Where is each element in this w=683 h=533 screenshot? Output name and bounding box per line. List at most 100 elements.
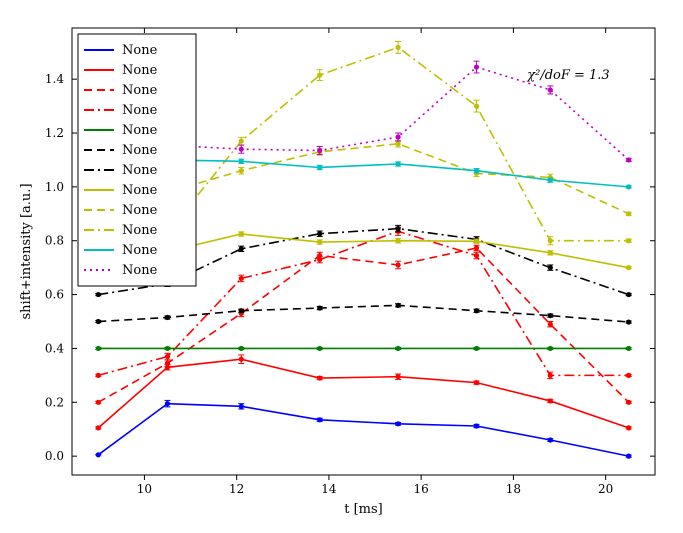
legend-label: None — [122, 263, 158, 278]
legend-label: None — [122, 83, 158, 98]
data-point — [395, 134, 400, 139]
data-point — [96, 400, 101, 405]
data-point — [317, 346, 322, 351]
data-point — [548, 313, 553, 318]
data-point — [474, 423, 479, 428]
data-point — [548, 437, 553, 442]
x-tick-label: 10 — [137, 482, 152, 496]
data-point — [96, 425, 101, 430]
data-point — [626, 211, 631, 216]
data-point — [239, 404, 244, 409]
data-point — [474, 380, 479, 385]
data-point — [317, 257, 322, 262]
data-point — [626, 238, 631, 243]
data-point — [548, 238, 553, 243]
data-point — [548, 373, 553, 378]
data-point — [317, 231, 322, 236]
data-point — [626, 400, 631, 405]
data-point — [239, 246, 244, 251]
legend-label: None — [122, 63, 158, 78]
x-tick-label: 12 — [229, 482, 244, 496]
data-point — [239, 138, 244, 143]
data-point — [317, 417, 322, 422]
data-point — [239, 159, 244, 164]
data-point — [165, 401, 170, 406]
data-point — [626, 157, 631, 162]
data-point — [96, 373, 101, 378]
y-tick-label: 1.0 — [45, 180, 64, 194]
data-point — [474, 239, 479, 244]
series — [95, 355, 631, 431]
data-point — [395, 226, 400, 231]
data-point — [165, 315, 170, 320]
y-tick-label: 0.6 — [45, 288, 64, 302]
y-tick-label: 1.2 — [45, 126, 64, 140]
data-point — [317, 165, 322, 170]
data-point — [165, 354, 170, 359]
legend-label: None — [122, 163, 158, 178]
data-point — [239, 276, 244, 281]
x-tick-label: 20 — [598, 482, 613, 496]
data-point — [474, 168, 479, 173]
data-point — [626, 346, 631, 351]
chart-svg: 1012141618200.00.20.40.60.81.01.21.4t [m… — [0, 0, 683, 533]
data-point — [395, 141, 400, 146]
data-point — [548, 178, 553, 183]
data-point — [548, 87, 553, 92]
data-point — [626, 265, 631, 270]
legend-label: None — [122, 103, 158, 118]
legend-label: None — [122, 223, 158, 238]
legend-label: None — [122, 203, 158, 218]
y-axis-label: shift+intensity [a.u.] — [19, 183, 34, 319]
data-point — [395, 262, 400, 267]
data-point — [165, 346, 170, 351]
data-point — [474, 245, 479, 250]
data-point — [165, 361, 170, 366]
data-point — [317, 148, 322, 153]
chi2-annotation: χ²/doF = 1.3 — [526, 68, 609, 83]
data-point — [626, 425, 631, 430]
data-point — [626, 319, 631, 324]
data-point — [548, 322, 553, 327]
data-point — [395, 45, 400, 50]
data-point — [395, 303, 400, 308]
y-tick-label: 1.4 — [45, 72, 64, 86]
data-point — [317, 73, 322, 78]
data-point — [239, 346, 244, 351]
x-axis-label: t [ms] — [344, 502, 383, 517]
x-tick-label: 16 — [414, 482, 429, 496]
data-point — [474, 64, 479, 69]
data-point — [395, 238, 400, 243]
data-point — [239, 231, 244, 236]
data-point — [239, 357, 244, 362]
data-point — [96, 319, 101, 324]
data-point — [548, 346, 553, 351]
legend-label: None — [122, 183, 158, 198]
data-point — [239, 308, 244, 313]
data-point — [626, 454, 631, 459]
data-point — [395, 374, 400, 379]
data-point — [239, 147, 244, 152]
data-point — [626, 292, 631, 297]
y-tick-label: 0.2 — [45, 395, 64, 409]
legend-label: None — [122, 143, 158, 158]
data-point — [96, 292, 101, 297]
data-point — [548, 398, 553, 403]
data-point — [395, 161, 400, 166]
y-tick-label: 0.8 — [45, 234, 64, 248]
legend-label: None — [122, 123, 158, 138]
data-point — [474, 103, 479, 108]
data-point — [96, 346, 101, 351]
x-tick-label: 18 — [506, 482, 521, 496]
data-point — [239, 168, 244, 173]
line-chart: 1012141618200.00.20.40.60.81.01.21.4t [m… — [0, 0, 683, 533]
data-point — [626, 184, 631, 189]
data-point — [317, 239, 322, 244]
data-point — [395, 346, 400, 351]
data-point — [474, 308, 479, 313]
legend-label: None — [122, 43, 158, 58]
y-tick-label: 0.4 — [45, 341, 64, 355]
data-point — [317, 375, 322, 380]
data-point — [548, 250, 553, 255]
series-line — [98, 359, 628, 428]
